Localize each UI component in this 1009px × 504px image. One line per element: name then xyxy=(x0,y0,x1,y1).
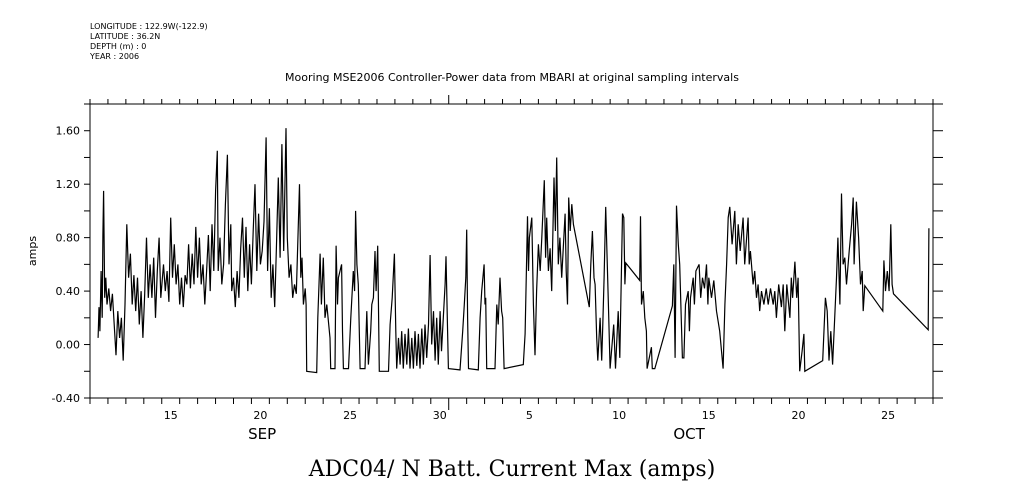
y-tick-label: 1.60 xyxy=(56,125,81,138)
series xyxy=(97,128,930,374)
x-tick-label: 15 xyxy=(702,409,716,422)
y-tick-label: 0.00 xyxy=(56,339,81,352)
y-tick-label: 1.20 xyxy=(56,178,81,191)
y-tick-label: 0.80 xyxy=(56,232,81,245)
y-tick-label: -0.40 xyxy=(52,392,80,405)
year-label: YEAR : 2006 xyxy=(89,52,139,61)
x-tick-label: 25 xyxy=(881,409,895,422)
x-axis-label: ADC04/ N Batt. Current Max (amps) xyxy=(308,457,716,482)
y-tick-label: 0.40 xyxy=(56,285,81,298)
x-tick-label: 5 xyxy=(526,409,533,422)
x-tick-label: 10 xyxy=(612,409,626,422)
month-label: OCT xyxy=(673,425,705,443)
depth-label: DEPTH (m) : 0 xyxy=(90,42,146,51)
x-tick-label: 20 xyxy=(253,409,267,422)
y-axis-label: amps xyxy=(26,236,39,266)
longitude-label: LONGITUDE : 122.9W(-122.9) xyxy=(90,22,208,31)
chart-title: Mooring MSE2006 Controller-Power data fr… xyxy=(285,71,739,84)
x-tick-label: 15 xyxy=(164,409,178,422)
x-tick-label: 25 xyxy=(343,409,357,422)
latitude-label: LATITUDE : 36.2N xyxy=(90,32,160,41)
plot-frame xyxy=(89,103,934,399)
series-line xyxy=(97,128,930,374)
x-tick-label: 20 xyxy=(791,409,805,422)
axes: -0.40 0.00 0.40 0.80 1.20 1.60 15 20 25 30 5 10 15 20… xyxy=(52,95,943,443)
x-tick-label: 30 xyxy=(433,409,447,422)
month-label: SEP xyxy=(248,425,276,443)
